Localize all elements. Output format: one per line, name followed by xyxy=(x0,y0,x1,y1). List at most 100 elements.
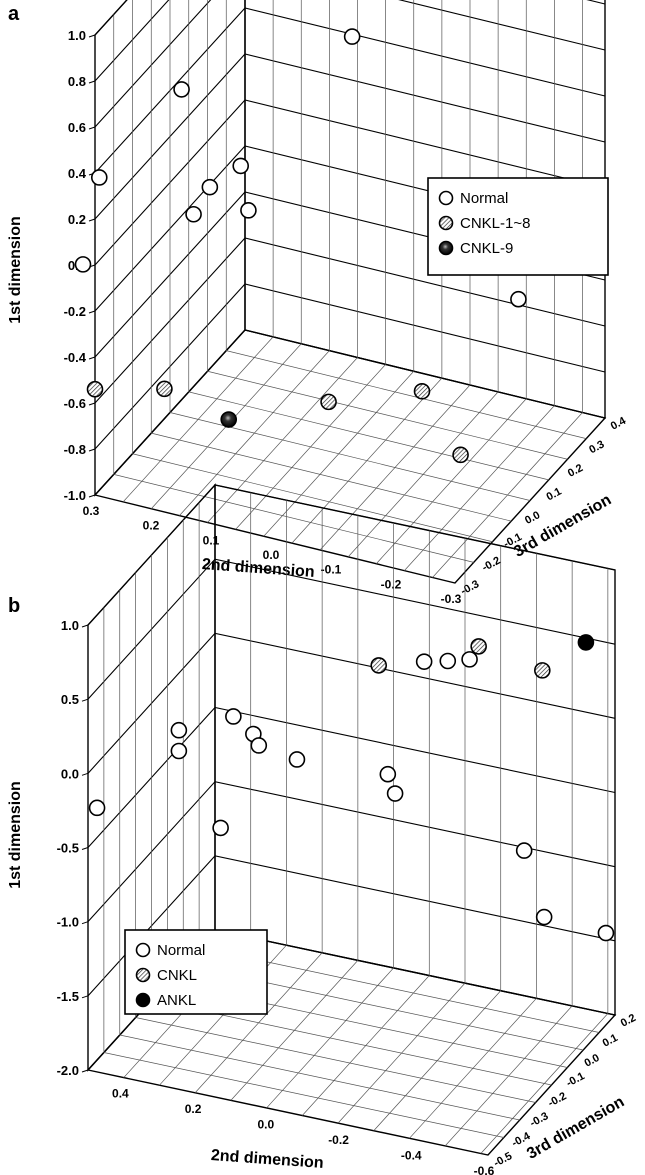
data-point-hatched xyxy=(534,662,551,679)
x-axis-label: 2nd dimension xyxy=(210,1147,324,1172)
z-tick-label: -0.1 xyxy=(564,1070,586,1090)
y-gridline xyxy=(94,0,606,82)
data-point-hatched xyxy=(452,446,469,464)
legend-marker-open xyxy=(438,190,454,206)
panel-a-chart: a1.00.80.60.40.20.0-0.2-0.4-0.6-0.8-1.00… xyxy=(7,0,629,606)
x-tick-label: -0.2 xyxy=(328,1133,349,1147)
y-gridline xyxy=(94,329,606,496)
y-gridline xyxy=(87,781,616,923)
x-tick-label: 0.4 xyxy=(112,1087,129,1101)
x-tick-label: 0.3 xyxy=(83,504,100,518)
y-gridline xyxy=(87,706,616,848)
y-tick xyxy=(88,126,96,130)
floor-gridline xyxy=(226,350,587,439)
data-point-hatched xyxy=(320,393,337,411)
y-gridline xyxy=(94,7,606,174)
z-tick-label: -0.2 xyxy=(546,1090,568,1110)
data-point-open xyxy=(461,651,478,668)
y-gridline xyxy=(87,632,616,774)
panel-b-chart: b1.00.50.0-0.5-1.0-1.5-2.00.40.20.0-0.2-… xyxy=(7,483,638,1175)
y-tick-label: -0.6 xyxy=(64,396,86,411)
z-tick-label: -0.2 xyxy=(480,555,502,575)
z-tick-label: 0.2 xyxy=(619,1012,638,1030)
y-gridline xyxy=(94,53,606,220)
y-tick-label: 0.8 xyxy=(68,74,86,89)
y-tick xyxy=(81,624,89,628)
data-point-hatched xyxy=(370,657,388,674)
x-tick-label: 0.1 xyxy=(203,533,220,547)
data-point-open xyxy=(439,652,457,670)
legend-entry-label: CNKL-1~8 xyxy=(460,215,530,232)
x-tick-label: 0.0 xyxy=(257,1118,274,1132)
z-tick-label: -0.3 xyxy=(528,1110,550,1130)
data-point-open xyxy=(185,205,202,223)
x-tick-label: 0.0 xyxy=(263,548,280,562)
y-tick-label: 0.0 xyxy=(61,766,79,781)
x-tick-label: -0.6 xyxy=(474,1164,495,1175)
y-axis-label: 1st dimension xyxy=(7,781,24,889)
data-point-open xyxy=(250,737,268,754)
y-tick xyxy=(88,494,96,498)
x-tick-label: 0.2 xyxy=(185,1102,202,1116)
y-tick xyxy=(88,34,96,38)
data-point-open xyxy=(201,178,219,196)
y-tick xyxy=(88,218,96,222)
y-tick-label: 0.6 xyxy=(68,120,86,135)
x-tick-label: -0.4 xyxy=(401,1149,422,1163)
legend-marker-hatched xyxy=(135,967,151,983)
z-tick-label: 0.3 xyxy=(587,438,606,456)
data-point-open xyxy=(415,653,433,670)
z-axis-label: 3rd dimension xyxy=(511,491,614,560)
data-point-open xyxy=(90,169,108,186)
y-tick-label: -1.0 xyxy=(64,488,86,503)
z-tick-label: 0.4 xyxy=(609,414,629,432)
y-tick-label: -0.4 xyxy=(64,350,87,365)
legend-marker-filled xyxy=(135,992,151,1008)
floor-gridline xyxy=(113,474,474,563)
data-point-open xyxy=(170,721,188,739)
y-tick xyxy=(88,80,96,84)
x-tick-label: -0.3 xyxy=(441,592,462,606)
legend-box xyxy=(427,177,609,276)
data-point-filled xyxy=(577,634,595,651)
z-tick-label: 0.1 xyxy=(601,1032,620,1050)
data-point-open xyxy=(510,290,527,308)
data-point-open xyxy=(386,785,404,802)
data-point-hatched xyxy=(470,638,487,655)
z-axis-label: 3rd dimension xyxy=(524,1093,627,1162)
data-point-open xyxy=(379,765,397,783)
y-tick xyxy=(88,310,96,314)
y-tick xyxy=(81,1069,89,1073)
data-point-open xyxy=(212,819,229,837)
y-tick-label: -1.0 xyxy=(57,915,79,930)
y-tick xyxy=(81,995,89,999)
legend-entry-label: CNKL-9 xyxy=(460,240,513,257)
x-tick-label: -0.1 xyxy=(321,563,342,577)
data-point-open xyxy=(232,157,250,175)
y-gridline xyxy=(87,484,616,626)
data-point-open xyxy=(225,708,242,725)
data-point-open xyxy=(173,81,190,98)
x-tick-label: 0.2 xyxy=(143,519,160,533)
y-tick xyxy=(88,402,96,406)
y-tick xyxy=(81,921,89,925)
legend-marker-dark xyxy=(438,240,454,256)
data-point-open xyxy=(88,799,106,817)
legend-entry-label: Normal xyxy=(460,190,508,207)
data-point-dark xyxy=(220,411,238,428)
floor-gridline xyxy=(132,453,493,543)
y-tick xyxy=(88,356,96,360)
legend-entry-label: Normal xyxy=(157,942,205,959)
y-axis-label: 1st dimension xyxy=(7,216,24,324)
legend-marker-hatched xyxy=(438,215,454,231)
legend-entry-label: ANKL xyxy=(157,992,196,1009)
y-tick xyxy=(88,448,96,452)
y-tick-label: -0.2 xyxy=(64,304,86,319)
data-point-open xyxy=(597,924,615,942)
y-gridline xyxy=(94,283,606,450)
y-tick-label: -0.8 xyxy=(64,442,86,457)
data-point-open xyxy=(288,751,306,768)
y-tick-label: -1.5 xyxy=(57,989,79,1004)
panel-label: b xyxy=(8,595,20,617)
